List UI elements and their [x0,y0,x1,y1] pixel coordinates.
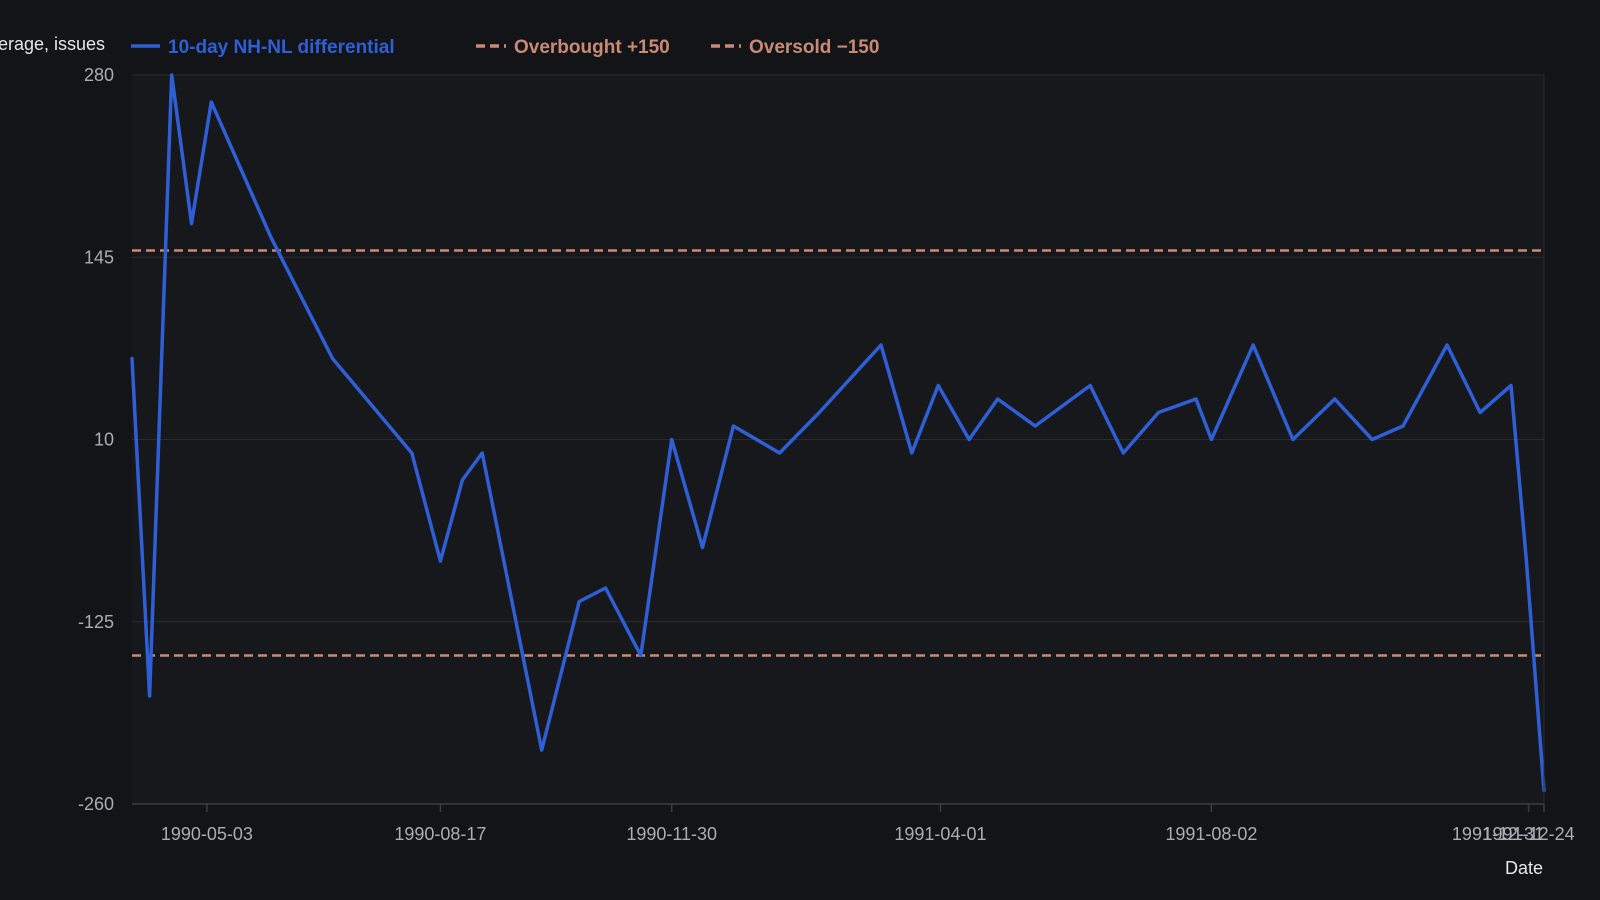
legend-label-oversold: Oversold −150 [749,37,879,58]
x-tick-label: 1990-11-30 [626,824,717,844]
x-tick-label: 1991-12-24 [1483,824,1575,844]
legend-label-overbought: Overbought +150 [514,37,670,58]
series-layer [130,73,1546,793]
axes [132,75,1545,812]
threshold-lines [132,249,1544,657]
legend-item-series[interactable]: 10-day NH-NL differential [131,37,395,58]
y-tick-label: 280 [84,65,114,85]
series-line [130,73,1546,793]
legend-label-series: 10-day NH-NL differential [168,37,395,58]
y-tick-label: -125 [78,612,114,632]
y-axis-title: erage, issues [0,34,105,54]
grid-lines [132,74,1544,805]
x-tick-label: 1991-12-31 [1452,824,1544,844]
y-tick-label: 10 [94,430,114,450]
x-axis-title: Date [1505,858,1543,878]
y-tick-label: 145 [84,247,114,267]
x-tick-label: 1991-08-02 [1165,824,1257,844]
x-tick-label: 1990-08-17 [394,824,486,844]
y-tick-label: -260 [78,794,114,814]
x-tick-label: 1991-04-01 [894,824,986,844]
x-tick-labels: 1990-05-03 1990-08-17 1990-11-30 1991-04-01… [161,824,1575,844]
x-tick-label: 1990-05-03 [161,824,253,844]
legend-item-oversold[interactable]: Oversold −150 [711,37,879,58]
legend-item-overbought[interactable]: Overbought +150 [476,37,670,58]
y-tick-labels: 280 145 10 -125 -260 [78,65,114,814]
legend: 10-day NH-NL differential Overbought +15… [131,37,879,58]
